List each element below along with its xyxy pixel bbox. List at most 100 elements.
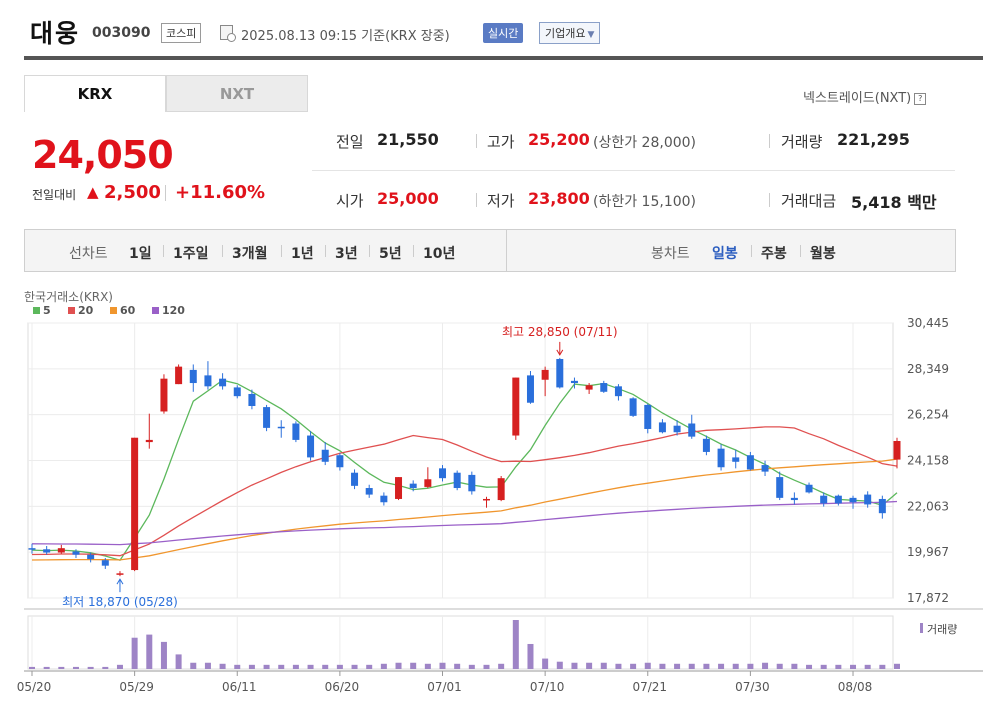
candle-body [101,560,109,566]
candle-body [864,494,872,505]
candle-body [395,477,403,499]
volume-bar [72,666,79,669]
volume-bar [278,664,285,669]
calendar-clock-icon [220,25,236,42]
volume-bar [380,663,387,669]
tab-nxt[interactable]: NXT [166,75,308,112]
y-tick-label: 22,063 [907,499,949,513]
volume-bar [864,664,871,669]
period-3m[interactable]: 3개월 [232,246,268,262]
help-icon[interactable]: ? [914,92,927,105]
x-tick-label: 07/10 [530,680,565,694]
volume-bar [468,664,475,669]
change-percent: +11.60% [175,182,266,203]
nxt-link[interactable]: 넥스트레이드(NXT)? [803,87,927,106]
candle-body [321,449,329,462]
candle-body [688,423,696,437]
divider [800,245,801,257]
tab-krx[interactable]: KRX [24,75,166,112]
high-value: 25,200 [528,130,590,149]
candle-body [233,387,241,397]
ma20-line [31,426,898,557]
volume-bar [556,661,563,669]
max-annotation-label: 최고 28,850 (07/11) [502,325,618,339]
divider [769,193,770,207]
volume-bar [850,664,857,669]
candle-body [761,465,769,472]
candle-body [878,498,886,514]
candle-body [849,497,857,503]
candle-body [556,358,564,388]
volume-bar [131,637,138,669]
volume-bar [512,620,519,669]
prev-close-label: 전일 [336,133,364,151]
amount-number: 5,418 [851,193,902,212]
volume-bar [263,664,270,669]
volume-value: 221,295 [837,130,910,149]
x-tick-label: 07/21 [632,680,667,694]
divider [751,245,752,257]
candle-body [541,369,549,380]
period-10y[interactable]: 10년 [423,246,456,262]
volume-bar [29,666,35,669]
candle-body [380,495,388,503]
volume-plot-frame [27,615,894,670]
candle-body [526,375,534,403]
volume-legend-swatch [920,623,923,633]
volume-legend-label: 거래량 [927,623,957,636]
volume-bar [175,654,182,669]
volume-bar [659,663,666,669]
volume-bar [630,663,637,669]
volume-bar [835,664,842,669]
volume-bar [747,663,754,669]
candle-body [585,385,593,390]
line-chart-label: 선차트 [69,246,108,262]
legend-label: 120 [162,304,185,317]
candle-weekly[interactable]: 주봉 [761,246,787,262]
candle-body [145,439,153,443]
max-arrow-head [556,349,564,356]
volume-bar [674,663,681,669]
live-badge[interactable]: 실시간 [483,23,524,43]
amount-value: 5,418 백만 [851,189,937,213]
period-1w[interactable]: 1주일 [173,246,209,262]
legend-ma120: 120 [152,304,185,317]
period-1d[interactable]: 1일 [129,246,152,262]
y-tick-label: 26,254 [907,408,949,422]
legend-swatch [33,307,40,314]
volume-bar [351,664,358,669]
period-1y[interactable]: 1년 [291,246,314,262]
candle-body [482,498,490,501]
volume-bar [586,662,593,669]
volume-bar [395,662,402,669]
period-3y[interactable]: 3년 [335,246,358,262]
lower-limit: (하한가 15,100) [593,194,697,210]
corp-info-dropdown[interactable]: 기업개요 ▼ [539,22,601,44]
volume-bar [879,664,886,669]
candle-monthly[interactable]: 월봉 [810,246,836,262]
period-5y[interactable]: 5년 [379,246,402,262]
candle-body [277,426,285,429]
candle-body [673,425,681,433]
chevron-down-icon: ▼ [587,30,595,40]
volume-bar [322,664,329,669]
divider [165,185,166,201]
min-arrow-head [116,578,124,585]
volume-bar [366,664,373,669]
candle-daily[interactable]: 일봉 [712,246,738,262]
candle-body [87,554,95,560]
volume-bar [527,643,534,669]
y-tick-label: 19,967 [907,545,949,559]
candle-body [497,478,505,501]
divider [476,134,477,148]
candle-body [512,377,520,436]
volume-bar [688,663,695,669]
legend-label: 20 [78,304,94,317]
divider [413,245,414,257]
candle-body [248,393,256,407]
current-price: 24,050 [32,133,174,177]
candle-body [439,468,447,479]
candle-body [717,448,725,468]
candle-body [131,437,139,571]
